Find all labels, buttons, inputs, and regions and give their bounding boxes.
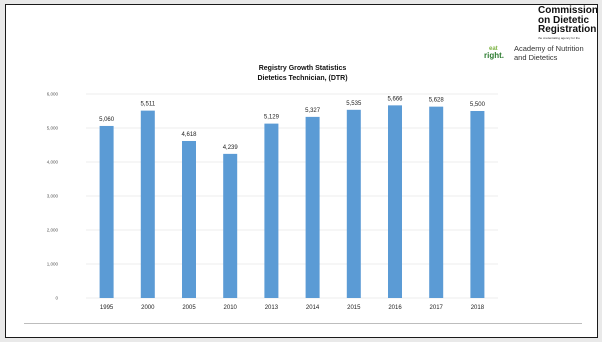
- x-tick-label: 2014: [306, 305, 320, 311]
- logo-org-name: Academy of Nutrition and Dietetics: [514, 44, 584, 62]
- data-label: 4,618: [181, 132, 197, 138]
- value-labels: 5,060 5,511 4,618 4,239 5,129 5,327 5,535 5,666…: [99, 96, 485, 151]
- bar: [140, 110, 155, 298]
- data-label: 5,129: [264, 115, 280, 121]
- data-label: 5,500: [470, 102, 486, 108]
- x-tick-label: 2016: [388, 305, 402, 311]
- logo-tagline: the credentialing agency for the: [538, 36, 580, 40]
- bar: [470, 111, 485, 298]
- x-tick-label: 2000: [141, 305, 155, 311]
- x-tick-label: 2015: [347, 305, 361, 311]
- y-tick-label: 0: [55, 296, 58, 301]
- y-tick-label: 5,000: [47, 126, 59, 131]
- x-tick-label: 2013: [265, 305, 279, 311]
- bar: [223, 153, 238, 298]
- logo-title: Commission on Dietetic Registration: [538, 6, 598, 35]
- x-tick-label: 2010: [224, 305, 238, 311]
- logo-org-line-1: Academy of Nutrition: [514, 44, 584, 53]
- y-axis-ticks: 0 1,000 2,000 3,000 4,000 5,000 6,000: [47, 92, 59, 301]
- bar: [388, 105, 402, 298]
- cdr-logo: Commission on Dietetic Registration the …: [474, 6, 598, 64]
- logo-title-line-3: Registration: [538, 24, 597, 35]
- eatright-logo-icon: eat right.: [484, 45, 506, 61]
- x-axis-ticks: 1995 2000 2005 2010 2013 2014 2015 2016 2017 2018: [100, 305, 485, 311]
- x-tick-label: 2005: [182, 305, 196, 311]
- bar: [429, 106, 444, 298]
- logo-org-line-2: and Dietetics: [514, 52, 558, 62]
- data-label: 5,535: [346, 101, 362, 107]
- y-tick-label: 6,000: [47, 92, 59, 97]
- y-tick-label: 1,000: [47, 262, 59, 267]
- x-tick-label: 1995: [100, 305, 114, 311]
- chart-title: Registry Growth Statistics: [258, 65, 347, 72]
- bars: [99, 105, 485, 299]
- data-label: 4,239: [223, 145, 239, 151]
- logo-title-line-1: Commission: [538, 5, 599, 16]
- bar: [264, 123, 279, 298]
- logo-mark-bottom: right.: [484, 51, 504, 60]
- data-label: 5,327: [305, 108, 321, 114]
- data-label: 5,666: [387, 96, 403, 102]
- logo-title-line-2: on Dietetic: [538, 14, 590, 26]
- bar: [182, 140, 196, 298]
- data-label: 5,511: [141, 102, 156, 108]
- bottom-divider: [24, 323, 582, 324]
- chart-subtitle: Dietetics Technician, (DTR): [257, 75, 348, 82]
- data-label: 5,060: [99, 117, 115, 123]
- slide: Commission on Dietetic Registration the …: [5, 4, 598, 338]
- logo-mark-top: eat: [489, 46, 498, 52]
- data-label: 5,628: [429, 98, 445, 104]
- x-tick-label: 2017: [430, 305, 444, 311]
- y-tick-label: 2,000: [47, 228, 59, 233]
- y-tick-label: 3,000: [47, 194, 59, 199]
- x-tick-label: 2018: [471, 305, 485, 311]
- bar: [99, 125, 114, 299]
- y-tick-label: 4,000: [47, 160, 59, 165]
- bar: [346, 109, 361, 298]
- bar: [305, 116, 320, 298]
- bar-chart: 5,060 5,511 4,618 4,239 5,129 5,327 5,535 5,666…: [47, 92, 498, 311]
